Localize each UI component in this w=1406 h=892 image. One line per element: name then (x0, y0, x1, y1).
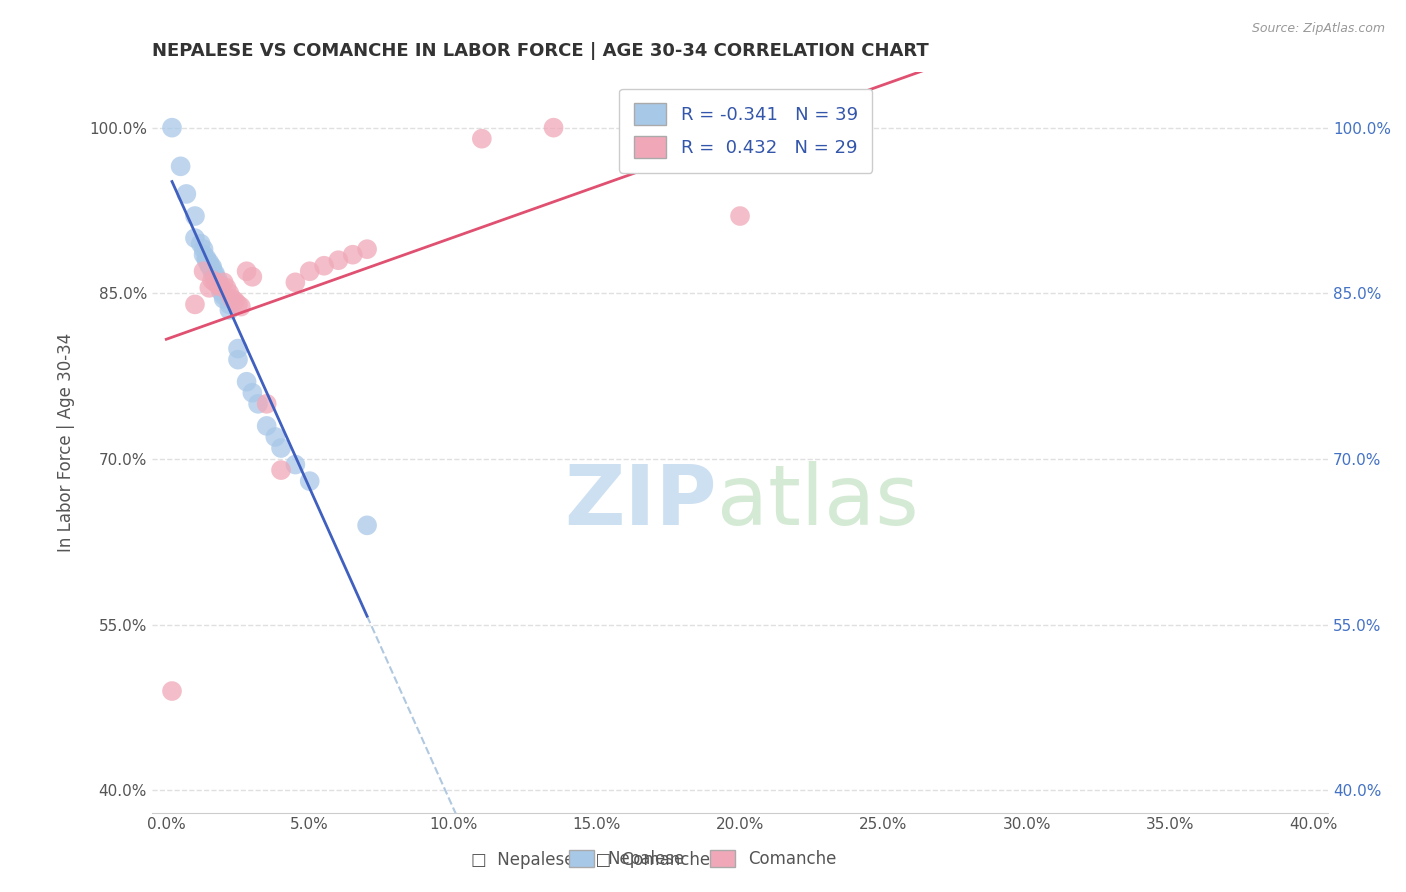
Point (198, 281, 221, 295)
Point (184, 209, 207, 223)
Text: NEPALESE VS COMANCHE IN LABOR FORCE | AGE 30-34 CORRELATION CHART: NEPALESE VS COMANCHE IN LABOR FORCE | AG… (152, 42, 929, 60)
Point (471, 131, 494, 145)
Point (264, 430, 287, 444)
Point (328, 253, 350, 268)
Point (221, 292, 243, 306)
Point (160, 684, 183, 698)
Point (204, 267, 226, 281)
Point (256, 397, 278, 411)
Point (224, 294, 246, 309)
Point (207, 277, 229, 292)
Legend: R = -0.341   N = 39, R =  0.432   N = 29: R = -0.341 N = 39, R = 0.432 N = 29 (619, 89, 872, 173)
Point (176, 186, 198, 201)
Point (193, 242, 215, 256)
Point (198, 255, 221, 269)
Point (270, 463, 292, 477)
Point (256, 418, 278, 433)
Point (209, 279, 232, 293)
Point (356, 242, 378, 256)
Point (201, 260, 224, 274)
Y-axis label: In Labor Force | Age 30-34: In Labor Force | Age 30-34 (58, 333, 75, 552)
Point (190, 236, 212, 251)
Text: Source: ZipAtlas.com: Source: ZipAtlas.com (1251, 22, 1385, 36)
Legend: Nepalese, Comanche: Nepalese, Comanche (562, 843, 844, 875)
Point (226, 297, 249, 311)
Point (201, 273, 224, 287)
Point (270, 441, 292, 455)
Point (209, 284, 232, 298)
Point (229, 300, 252, 314)
Point (207, 273, 229, 287)
Point (184, 231, 207, 245)
Point (195, 251, 218, 265)
Point (195, 253, 218, 268)
Point (198, 259, 221, 273)
Point (212, 275, 235, 289)
Point (312, 259, 335, 273)
Point (356, 518, 378, 533)
Point (226, 342, 249, 356)
Point (218, 286, 240, 301)
Point (342, 248, 364, 262)
Point (218, 297, 240, 311)
Point (728, 209, 751, 223)
Point (201, 262, 224, 277)
Point (298, 264, 321, 278)
Point (218, 302, 240, 317)
Point (184, 297, 207, 311)
Point (543, 120, 565, 135)
Point (204, 268, 226, 283)
Point (193, 248, 215, 262)
Text: □  Nepalese    □  Comanche: □ Nepalese □ Comanche (471, 851, 710, 869)
Point (284, 458, 307, 472)
Point (247, 397, 270, 411)
Text: atlas: atlas (717, 461, 918, 542)
Point (209, 281, 232, 295)
Point (193, 264, 215, 278)
Point (235, 264, 257, 278)
Point (240, 385, 263, 400)
Point (160, 120, 183, 135)
Point (204, 275, 226, 289)
Point (226, 352, 249, 367)
Text: ZIP: ZIP (564, 461, 717, 542)
Point (235, 375, 257, 389)
Point (169, 159, 191, 173)
Point (284, 275, 307, 289)
Point (201, 264, 224, 278)
Point (212, 288, 235, 302)
Point (198, 258, 221, 272)
Point (207, 275, 229, 289)
Point (298, 474, 321, 488)
Point (204, 271, 226, 285)
Point (240, 269, 263, 284)
Point (212, 292, 235, 306)
Point (215, 281, 238, 295)
Point (207, 277, 229, 292)
Point (815, 131, 838, 145)
